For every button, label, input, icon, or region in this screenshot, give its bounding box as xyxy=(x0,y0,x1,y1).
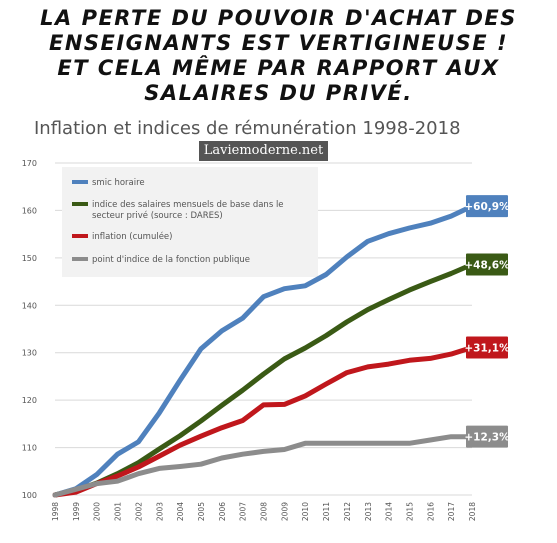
x-tick-label: 2013 xyxy=(364,502,373,521)
headline-line: salaires du privé. xyxy=(144,81,413,105)
series-line-inflation xyxy=(52,345,475,498)
x-tick-label: 2005 xyxy=(197,502,206,521)
x-tick-label: 2016 xyxy=(426,502,435,521)
x-tick-label: 1998 xyxy=(51,502,60,521)
legend-entry-inflation: inflation (cumulée) xyxy=(92,231,172,242)
end-label-smic: +60,9% xyxy=(464,201,510,213)
headline-line: Et cela même par rapport aux xyxy=(57,56,500,80)
legend-entry-salaires: indice des salaires mensuels de base dan… xyxy=(92,200,284,221)
x-tick-label: 2015 xyxy=(405,502,414,521)
end-label-box-point xyxy=(466,425,508,448)
x-tick-label: 2017 xyxy=(447,502,456,521)
x-tick-label: 2001 xyxy=(114,502,123,521)
headline-line: enseignants est vertigineuse ! xyxy=(48,31,509,55)
series-line-point xyxy=(52,434,475,498)
y-tick-label: 100 xyxy=(22,491,37,500)
legend-box xyxy=(62,167,318,277)
x-tick-label: 1999 xyxy=(72,502,81,521)
x-tick-label: 2012 xyxy=(343,502,352,521)
x-tick-label: 2003 xyxy=(155,502,164,521)
y-tick-label: 110 xyxy=(22,444,37,453)
headline-line: La perte du pouvoir d'achat des xyxy=(40,6,517,30)
end-label-salaires: +48,6% xyxy=(464,259,510,271)
legend-entry-point: point d'indice de la fonction publique xyxy=(92,255,250,265)
x-tick-label: 2000 xyxy=(93,502,102,521)
x-tick-label: 2010 xyxy=(301,502,310,521)
x-tick-label: 2007 xyxy=(239,502,248,521)
end-label-box-smic xyxy=(466,195,508,218)
headline: La perte du pouvoir d'achat des enseigna… xyxy=(0,6,557,106)
x-tick-label: 2011 xyxy=(322,502,331,521)
x-tick-label: 2002 xyxy=(134,502,143,521)
x-tick-label: 2018 xyxy=(468,502,477,521)
watermark: Laviemoderne.net xyxy=(199,141,328,161)
x-tick-label: 2004 xyxy=(176,502,185,521)
y-tick-label: 140 xyxy=(22,301,37,310)
x-tick-label: 2014 xyxy=(385,502,394,521)
end-label-point: +12,3% xyxy=(464,432,510,444)
series-line-salaires xyxy=(52,262,475,498)
y-tick-label: 150 xyxy=(22,254,37,263)
x-tick-label: 2009 xyxy=(280,502,289,521)
y-tick-label: 120 xyxy=(22,396,37,405)
series-line-smic xyxy=(52,203,475,498)
x-tick-label: 2008 xyxy=(260,502,269,521)
y-tick-label: 130 xyxy=(22,349,37,358)
y-tick-label: 170 xyxy=(22,159,37,168)
end-label-box-salaires xyxy=(466,253,508,276)
legend-entry-smic: smic horaire xyxy=(92,178,145,188)
chart-title: Inflation et indices de rémunération 199… xyxy=(34,118,461,139)
x-tick-label: 2006 xyxy=(218,502,227,521)
end-label-box-inflation xyxy=(466,336,508,359)
y-tick-label: 160 xyxy=(22,206,37,215)
end-label-inflation: +31,1% xyxy=(464,342,510,354)
